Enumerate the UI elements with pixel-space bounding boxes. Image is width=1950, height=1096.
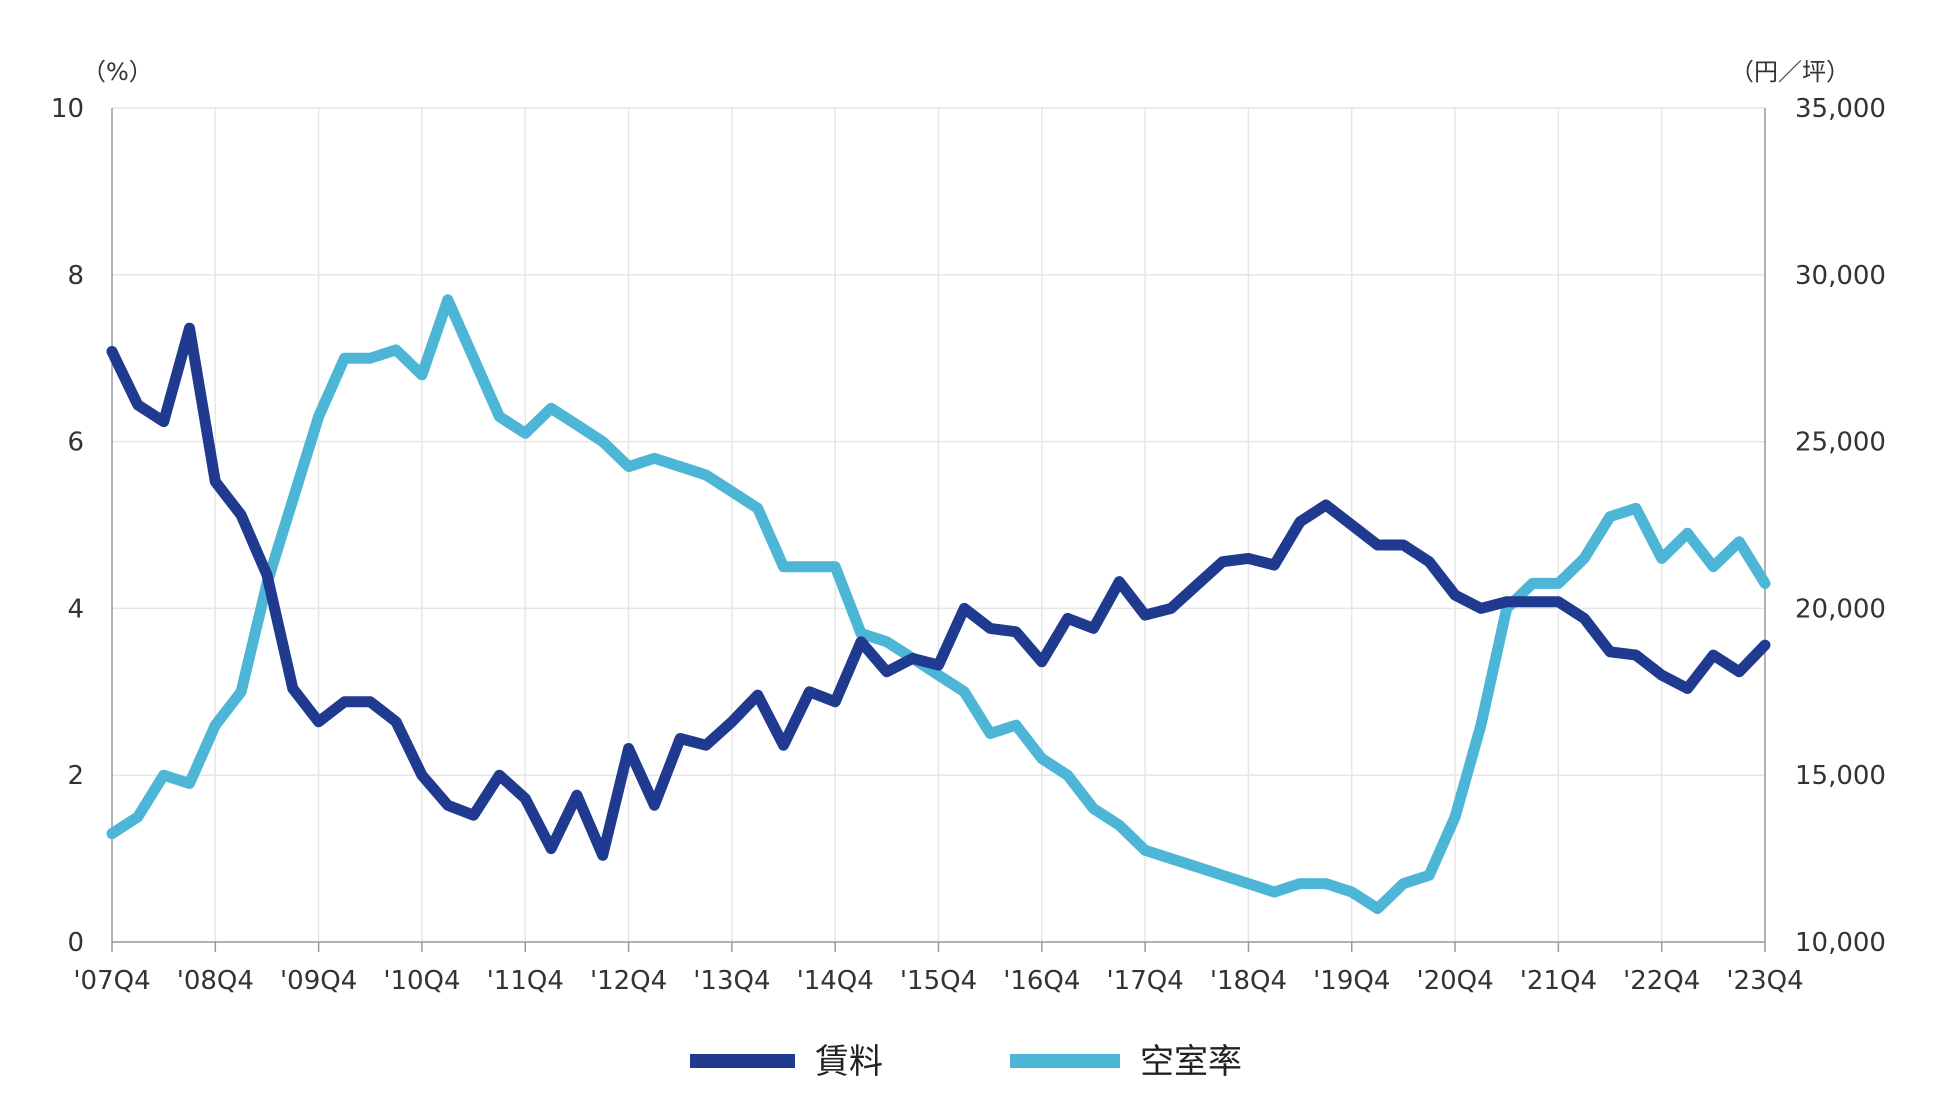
x-tick-label: '19Q4 (1313, 966, 1390, 996)
x-tick-label: '10Q4 (383, 966, 460, 996)
x-tick-label: '09Q4 (280, 966, 357, 996)
legend-rent-label: 賃料 (815, 1042, 883, 1082)
x-tick-label: '13Q4 (693, 966, 770, 996)
series (106, 294, 1771, 915)
y-left-tick-label: 0 (67, 928, 84, 958)
y-right-tick-label: 20,000 (1795, 594, 1886, 624)
x-tick-label: '07Q4 (73, 966, 150, 996)
x-tick-label: '21Q4 (1520, 966, 1597, 996)
x-tick-label: '16Q4 (1003, 966, 1080, 996)
y-right-tick-label: 30,000 (1795, 261, 1886, 291)
grid (112, 107, 1765, 942)
y-left-tick-label: 8 (67, 261, 84, 291)
x-tick-label: '12Q4 (590, 966, 667, 996)
x-tick-label: '11Q4 (487, 966, 564, 996)
y-left-tick-label: 2 (67, 761, 84, 791)
x-tick-label: '22Q4 (1623, 966, 1700, 996)
x-tick-label: '18Q4 (1210, 966, 1287, 996)
x-tick-label: '17Q4 (1107, 966, 1184, 996)
y-right-tick-label: 25,000 (1795, 428, 1886, 458)
y-right-tick-label: 35,000 (1795, 94, 1886, 124)
left-axis-unit: （%） (82, 58, 153, 86)
y-left-tick-label: 4 (67, 594, 84, 624)
x-tick-label: '20Q4 (1416, 966, 1493, 996)
x-tick-label: '15Q4 (900, 966, 977, 996)
x-tick-label: '08Q4 (177, 966, 254, 996)
y-right-tick-label: 15,000 (1795, 761, 1886, 791)
y-right-tick-label: 10,000 (1795, 928, 1886, 958)
y-left-tick-label: 6 (67, 428, 84, 458)
vacancy-series-line (106, 294, 1771, 915)
y-left-tick-label: 10 (51, 94, 84, 124)
legend: 賃料 空室率 (690, 1042, 1242, 1082)
x-tick-label: '23Q4 (1726, 966, 1803, 996)
x-tick-label: '14Q4 (797, 966, 874, 996)
legend-vacancy-label: 空室率 (1140, 1042, 1242, 1082)
axes: 0 10,000 2 15,000 4 20,000 6 25,000 8 30,000 10 35,… (51, 94, 1886, 996)
right-axis-unit: （円／坪） (1730, 58, 1850, 86)
rent-series-line (106, 322, 1771, 861)
